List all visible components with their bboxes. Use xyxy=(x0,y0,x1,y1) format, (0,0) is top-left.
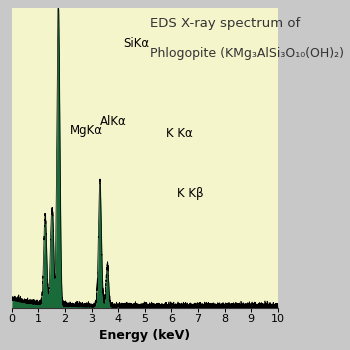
Text: AlKα: AlKα xyxy=(100,115,126,128)
Text: MgKα: MgKα xyxy=(70,124,103,137)
Text: K Kβ: K Kβ xyxy=(177,187,203,200)
Text: K Kα: K Kα xyxy=(166,127,193,140)
Text: Phlogopite (KMg₃AlSi₃O₁₀(OH)₂): Phlogopite (KMg₃AlSi₃O₁₀(OH)₂) xyxy=(150,47,344,60)
Text: SiKα: SiKα xyxy=(124,37,150,50)
Text: EDS X-ray spectrum of: EDS X-ray spectrum of xyxy=(150,17,300,30)
X-axis label: Energy (keV): Energy (keV) xyxy=(99,329,190,342)
